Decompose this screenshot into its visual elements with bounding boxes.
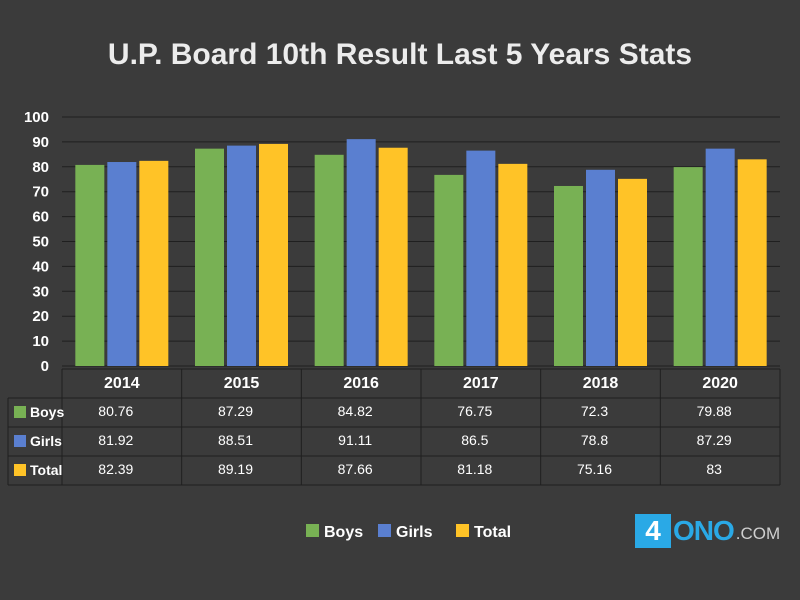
logo-mark: 4	[635, 514, 671, 548]
data-label: 87.66	[338, 461, 373, 477]
legend-label: Total	[474, 524, 511, 541]
y-tick-label: 70	[32, 184, 49, 201]
bar-girls	[227, 145, 256, 366]
data-label: 76.75	[457, 403, 492, 419]
bar-total	[139, 160, 169, 366]
logo-wordmark: ONO	[673, 515, 735, 546]
bar-girls	[466, 150, 496, 366]
table-legend-key-girls	[14, 435, 26, 447]
data-label: 89.19	[218, 461, 253, 477]
bar-boys	[434, 174, 464, 366]
table-row-label: Boys	[30, 404, 64, 420]
x-category-label: 2018	[583, 375, 619, 392]
bar-total	[618, 178, 647, 366]
y-tick-label: 50	[32, 234, 49, 251]
legend-label: Girls	[396, 524, 433, 541]
legend-label: Boys	[324, 524, 363, 541]
data-label: 82.39	[98, 461, 133, 477]
bar-total	[498, 163, 528, 366]
x-category-label: 2015	[224, 375, 260, 392]
data-label: 87.29	[697, 432, 732, 448]
data-label: 91.11	[338, 432, 372, 448]
y-tick-label: 90	[32, 134, 49, 151]
legend-key-boys	[306, 524, 319, 537]
legend-key-total	[456, 524, 469, 537]
bar-girls	[107, 162, 137, 366]
bar-total	[259, 143, 288, 366]
bar-boys	[314, 154, 344, 366]
data-label: 81.18	[457, 461, 492, 477]
data-label: 86.5	[461, 432, 488, 448]
y-tick-label: 30	[32, 283, 49, 300]
bar-boys	[195, 148, 224, 366]
y-tick-label: 40	[32, 258, 49, 275]
y-tick-label: 60	[32, 209, 49, 226]
table-row-label: Total	[30, 462, 62, 478]
bar-boys	[554, 185, 583, 366]
chart-title: U.P. Board 10th Result Last 5 Years Stat…	[107, 38, 693, 71]
data-label: 72.3	[581, 403, 608, 419]
site-logo: 4 ONO .COM	[635, 514, 780, 548]
y-tick-label: 0	[41, 358, 49, 375]
data-label: 78.8	[581, 432, 608, 448]
x-category-label: 2020	[702, 375, 738, 392]
y-tick-label: 10	[32, 333, 49, 350]
logo-suffix: .COM	[735, 524, 781, 543]
x-category-label: 2017	[463, 375, 499, 392]
table-legend-key-boys	[14, 406, 26, 418]
bar-boys	[75, 164, 105, 366]
data-label: 80.76	[98, 403, 133, 419]
legend-key-girls	[378, 524, 391, 537]
data-label: 84.82	[338, 403, 373, 419]
data-label: 79.88	[697, 403, 732, 419]
bar-girls	[586, 169, 615, 366]
x-category-label: 2016	[343, 375, 379, 392]
data-label: 75.16	[577, 461, 612, 477]
bar-girls	[346, 139, 376, 366]
bar-boys	[673, 167, 703, 366]
y-tick-label: 20	[32, 308, 49, 325]
x-category-label: 2014	[104, 375, 140, 392]
y-tick-label: 80	[32, 159, 49, 176]
data-label: 81.92	[98, 432, 133, 448]
data-label: 87.29	[218, 403, 253, 419]
y-tick-label: 100	[24, 109, 49, 126]
bar-girls	[705, 148, 735, 366]
table-row-label: Girls	[30, 433, 62, 449]
bar-total	[737, 159, 767, 366]
table-legend-key-total	[14, 464, 26, 476]
data-label: 88.51	[218, 432, 253, 448]
data-label: 83	[706, 461, 722, 477]
bar-total	[378, 147, 408, 366]
